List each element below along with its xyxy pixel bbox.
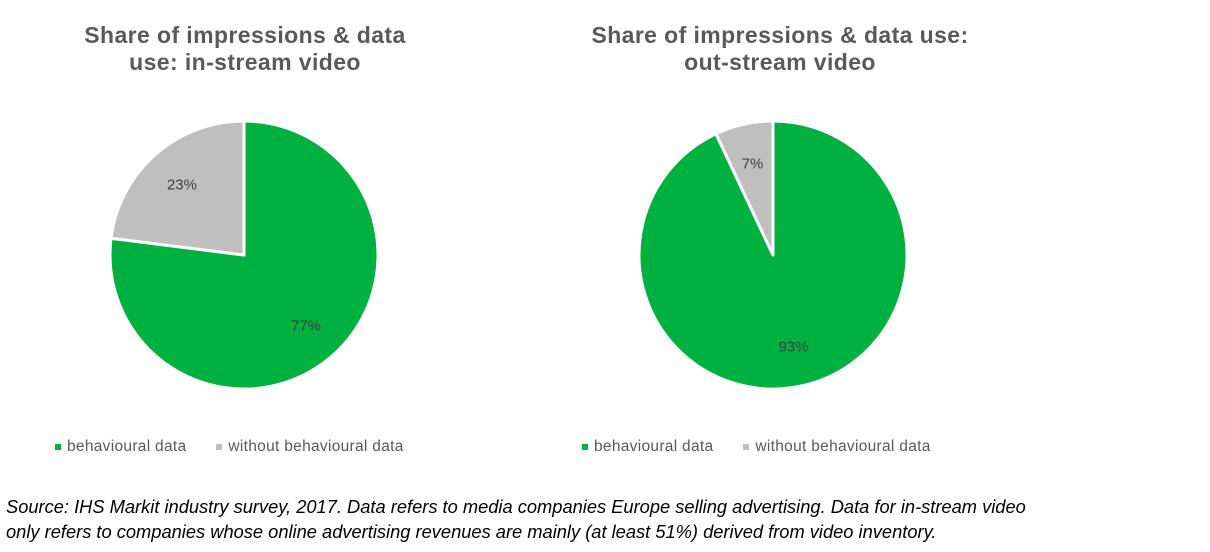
pie-slice-without: [714, 119, 775, 257]
legend-item-without: without behavioural data: [743, 438, 930, 456]
source-note: Source: IHS Markit industry survey, 2017…: [6, 494, 1210, 544]
legend-label-without: without behavioural data: [755, 438, 931, 455]
source-note-line-2: only refers to companies whose online ad…: [6, 521, 937, 542]
legend-label-without: without behavioural data: [228, 438, 404, 455]
legend-label-behavioural: behavioural data: [594, 438, 714, 455]
pie-label-behavioural: 77%: [291, 317, 321, 334]
chart-title-line-2: out-stream video: [684, 49, 876, 75]
legend-swatch-without: [743, 444, 750, 450]
legend-swatch-without: [216, 444, 223, 450]
pie-chart: 77% 23%: [108, 119, 380, 391]
pie-chart: 93% 7%: [637, 119, 909, 391]
legend-item-without: without behavioural data: [216, 438, 403, 456]
legend-label-behavioural: behavioural data: [67, 438, 187, 455]
chart-title-line-2: use: in-stream video: [129, 49, 361, 75]
legend-swatch-behavioural: [582, 444, 588, 450]
pie-label-behavioural: 93%: [778, 339, 808, 356]
chart-title-line-1: Share of impressions & data: [84, 22, 406, 48]
chart-out-stream-video: Share of impressions & data use: out-str…: [530, 0, 1030, 470]
chart-in-stream-video: Share of impressions & data use: in-stre…: [0, 0, 490, 470]
legend-swatch-behavioural: [55, 444, 61, 450]
pie-label-without: 23%: [167, 177, 197, 194]
chart-title-line-1: Share of impressions & data use:: [591, 22, 969, 48]
pie-label-without: 7%: [742, 155, 764, 172]
chart-legend: behavioural data without behavioural dat…: [582, 438, 961, 456]
chart-title: Share of impressions & data use: in-stre…: [0, 22, 490, 76]
chart-title: Share of impressions & data use: out-str…: [530, 22, 1030, 76]
legend-item-behavioural: behavioural data: [582, 438, 713, 456]
pie-slice-without: [109, 119, 246, 257]
source-note-line-1: Source: IHS Markit industry survey, 2017…: [6, 496, 1026, 517]
chart-legend: behavioural data without behavioural dat…: [55, 438, 434, 456]
legend-item-behavioural: behavioural data: [55, 438, 186, 456]
